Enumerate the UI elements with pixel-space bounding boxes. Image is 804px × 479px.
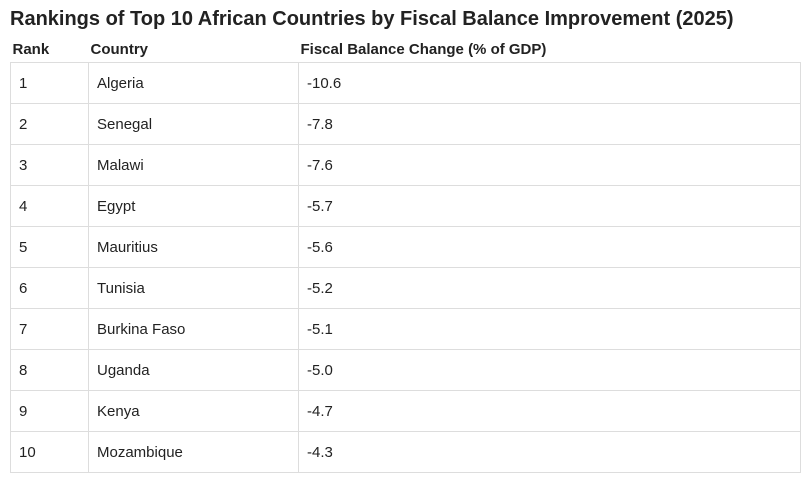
- rank-cell: 10: [10, 431, 89, 473]
- change-cell: -5.7: [298, 185, 801, 227]
- change-cell: -5.0: [298, 349, 801, 391]
- country-cell: Kenya: [88, 390, 299, 432]
- change-cell: -5.6: [298, 226, 801, 268]
- change-cell: -4.3: [298, 431, 801, 473]
- rank-cell: 2: [10, 103, 89, 145]
- change-cell: -7.8: [298, 103, 801, 145]
- table-row: 6 Tunisia -5.2: [10, 267, 801, 309]
- country-cell: Algeria: [88, 62, 299, 104]
- rank-cell: 5: [10, 226, 89, 268]
- table-row: 1 Algeria -10.6: [10, 62, 801, 104]
- country-cell: Malawi: [88, 144, 299, 186]
- table-row: 3 Malawi -7.6: [10, 144, 801, 186]
- table-row: 10 Mozambique -4.3: [10, 431, 801, 473]
- rankings-table: Rank Country Fiscal Balance Change (% of…: [10, 36, 801, 473]
- country-cell: Senegal: [88, 103, 299, 145]
- country-cell: Egypt: [88, 185, 299, 227]
- rank-cell: 7: [10, 308, 89, 350]
- table-header-row: Rank Country Fiscal Balance Change (% of…: [11, 36, 801, 63]
- country-cell: Mozambique: [88, 431, 299, 473]
- rank-cell: 1: [10, 62, 89, 104]
- change-cell: -5.2: [298, 267, 801, 309]
- change-cell: -5.1: [298, 308, 801, 350]
- page-title: Rankings of Top 10 African Countries by …: [10, 8, 734, 30]
- table-row: 9 Kenya -4.7: [10, 390, 801, 432]
- rank-cell: 6: [10, 267, 89, 309]
- country-cell: Mauritius: [88, 226, 299, 268]
- country-cell: Tunisia: [88, 267, 299, 309]
- change-cell: -7.6: [298, 144, 801, 186]
- table-row: 4 Egypt -5.7: [10, 185, 801, 227]
- country-cell: Burkina Faso: [88, 308, 299, 350]
- rank-cell: 9: [10, 390, 89, 432]
- rank-cell: 8: [10, 349, 89, 391]
- change-cell: -10.6: [298, 62, 801, 104]
- table-row: 7 Burkina Faso -5.1: [10, 308, 801, 350]
- country-cell: Uganda: [88, 349, 299, 391]
- rank-cell: 3: [10, 144, 89, 186]
- column-header-rank: Rank: [12, 40, 50, 58]
- column-header-country: Country: [90, 40, 149, 58]
- table-row: 5 Mauritius -5.6: [10, 226, 801, 268]
- change-cell: -4.7: [298, 390, 801, 432]
- column-header-fiscal-balance-change: Fiscal Balance Change (% of GDP): [300, 40, 547, 58]
- table-row: 2 Senegal -7.8: [10, 103, 801, 145]
- rank-cell: 4: [10, 185, 89, 227]
- table-row: 8 Uganda -5.0: [10, 349, 801, 391]
